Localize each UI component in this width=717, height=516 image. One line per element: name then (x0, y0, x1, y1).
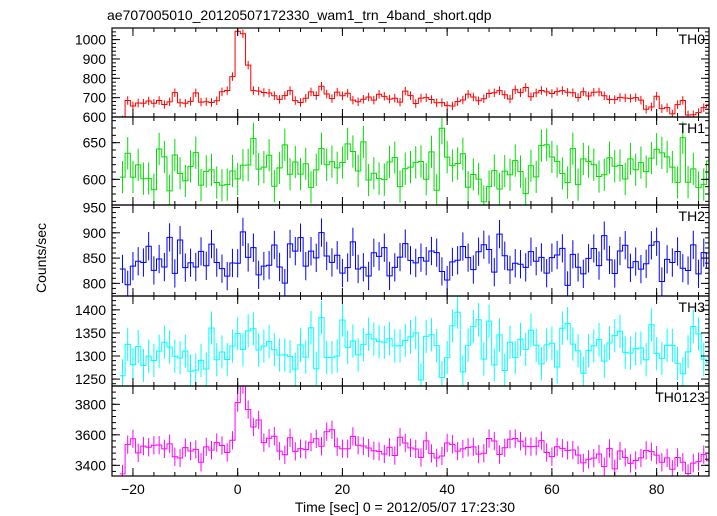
panel-label-th1: TH1 (679, 120, 706, 136)
panel-frame (111, 385, 710, 477)
panel-th0: 600 700 800 900 1000 TH0 (75, 27, 710, 125)
y-tick-label: 900 (83, 225, 107, 241)
y-tick-label: 850 (83, 250, 107, 266)
y-tick-label: 1400 (75, 302, 106, 318)
series-th1 (119, 117, 709, 205)
y-tick-label: 1300 (75, 348, 106, 364)
y-tick-label: 3400 (75, 457, 106, 473)
panel-label-th3: TH3 (679, 299, 706, 315)
panel-label-th0123: TH0123 (655, 389, 705, 405)
y-tick-label: 950 (83, 200, 107, 216)
panel-th3: 1250 1300 1350 1400 TH3 (75, 295, 710, 387)
y-tick-label: 1000 (75, 32, 106, 48)
panel-th2: 800 850 900 950 TH2 (83, 200, 710, 297)
series-line (119, 386, 709, 475)
y-tick-label: 1250 (75, 371, 106, 387)
x-tick-label: 80 (649, 481, 665, 497)
x-axis-label: Time [sec] 0 = 2012/05/07 17:23:30 (295, 499, 515, 515)
y-tick-label: 3800 (75, 396, 106, 412)
y-tick-label: 3600 (75, 427, 106, 443)
series-th2 (119, 217, 709, 296)
x-tick-label: 0 (234, 481, 242, 497)
series-th0123 (119, 386, 709, 476)
y-tick-label: 1350 (75, 325, 106, 341)
x-tick-label: −20 (121, 481, 145, 497)
y-tick-label: 700 (83, 90, 107, 106)
y-tick-label: 900 (83, 51, 107, 67)
x-tick-label: 60 (544, 481, 560, 497)
series-th0 (121, 28, 709, 117)
x-tick-label: 20 (335, 481, 351, 497)
panel-label-th0: TH0 (679, 31, 706, 47)
y-tick-label: 800 (83, 70, 107, 86)
panel-th1: 600 650 TH1 (83, 116, 710, 206)
x-tick-label: 40 (439, 481, 455, 497)
chart-title: ae707005010_20120507172330_wam1_trn_4ban… (107, 7, 492, 23)
y-axis-label: Counts/sec (33, 223, 49, 293)
panel-frame (111, 27, 710, 118)
series-th3 (119, 296, 709, 386)
y-tick-label: 600 (83, 109, 107, 125)
y-tick-label: 600 (83, 171, 107, 187)
y-tick-label: 800 (83, 275, 107, 291)
panel-label-th2: TH2 (679, 208, 706, 224)
panel-th0123: 3400 3600 3800 TH0123 (75, 385, 710, 477)
y-tick-label: 650 (83, 135, 107, 151)
